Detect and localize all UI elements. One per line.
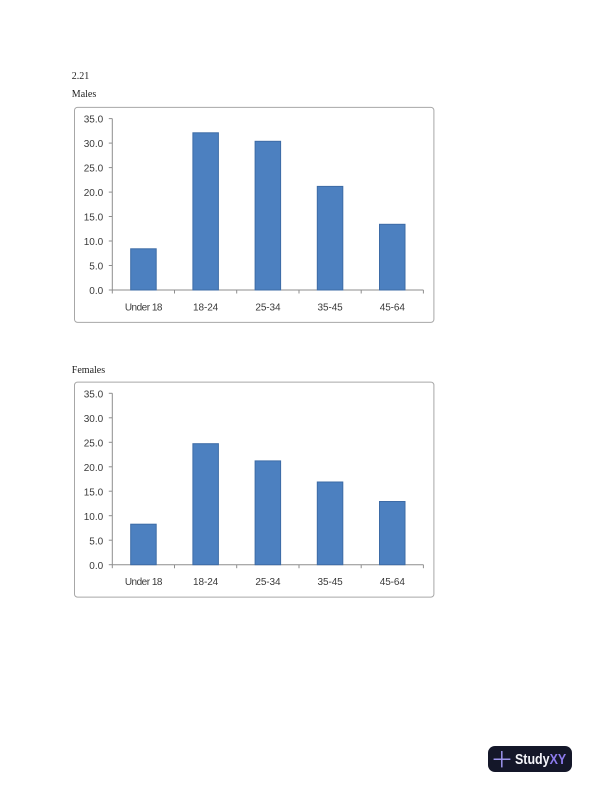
svg-text:45-64: 45-64 <box>380 302 406 313</box>
svg-text:25.0: 25.0 <box>84 438 104 449</box>
svg-text:15.0: 15.0 <box>84 487 104 498</box>
svg-text:30.0: 30.0 <box>84 414 104 425</box>
svg-text:18-24: 18-24 <box>193 302 219 313</box>
svg-text:15.0: 15.0 <box>84 213 104 224</box>
svg-text:10.0: 10.0 <box>84 237 104 248</box>
svg-text:35-45: 35-45 <box>318 302 344 313</box>
svg-text:18-24: 18-24 <box>193 577 219 588</box>
svg-text:35.0: 35.0 <box>84 389 104 400</box>
svg-text:25-34: 25-34 <box>255 577 281 588</box>
svg-text:35.0: 35.0 <box>84 115 104 126</box>
svg-text:5.0: 5.0 <box>89 536 103 547</box>
svg-text:35-45: 35-45 <box>318 577 344 588</box>
svg-text:0.0: 0.0 <box>89 561 103 572</box>
svg-text:45-64: 45-64 <box>380 577 406 588</box>
svg-text:25.0: 25.0 <box>84 164 104 175</box>
svg-text:10.0: 10.0 <box>84 512 104 523</box>
svg-text:5.0: 5.0 <box>89 262 103 273</box>
svg-text:0.0: 0.0 <box>89 286 103 297</box>
svg-text:20.0: 20.0 <box>84 463 104 474</box>
svg-text:25-34: 25-34 <box>255 302 281 313</box>
svg-text:30.0: 30.0 <box>84 139 104 150</box>
svg-text:Under 18: Under 18 <box>125 302 163 313</box>
svg-text:Under 18: Under 18 <box>125 577 163 588</box>
svg-text:20.0: 20.0 <box>84 188 104 199</box>
